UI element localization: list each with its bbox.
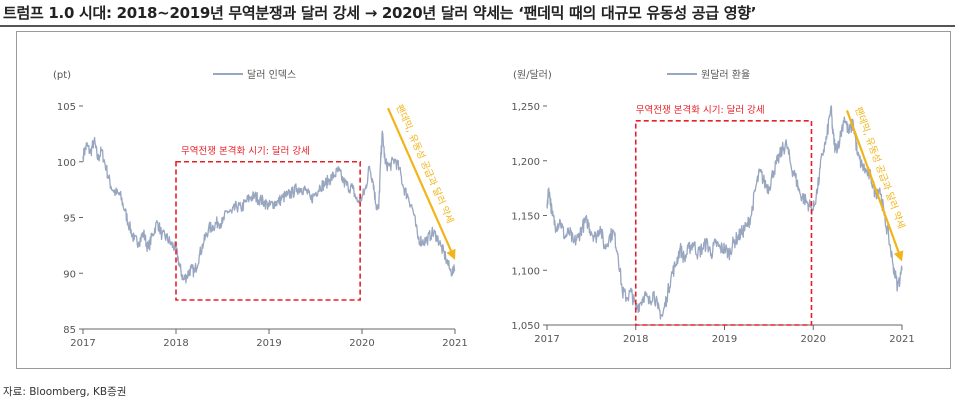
- x-tick-label: 2019: [712, 334, 737, 345]
- chart-frame: (pt) 달러 인덱스 85 90 95 100 105 2017 2018 2019 2020 20…: [16, 31, 951, 369]
- trade-war-label: 무역전쟁 본격화 시기: 달러 강세: [636, 104, 765, 116]
- y-unit-label: (pt): [53, 70, 71, 81]
- x-tick-label: 2018: [163, 338, 188, 349]
- y-tick-label: 1,050: [511, 321, 540, 332]
- pandemic-arrowhead: [446, 248, 456, 260]
- pandemic-arrowhead: [893, 250, 904, 262]
- y-unit-label: (원/달러): [513, 69, 552, 81]
- x-tick-label: 2019: [256, 338, 281, 349]
- charts-svg: (pt) 달러 인덱스 85 90 95 100 105 2017 2018 2019 2020 20…: [53, 69, 915, 349]
- x-tick-label: 2021: [889, 334, 914, 345]
- chart-panel-1: (pt) 달러 인덱스 85 90 95 100 105 2017 2018 2019 2020 20…: [53, 69, 468, 349]
- y-tick-label: 90: [63, 269, 76, 280]
- legend-label: 원달러 환율: [701, 69, 750, 81]
- x-tick-label: 2020: [801, 334, 826, 345]
- pandemic-arrow-label: 팬데믹, 유동성 공급과 달러 약세: [393, 103, 456, 226]
- y-tick-label: 1,200: [511, 157, 540, 168]
- x-tick-label: 2020: [349, 338, 374, 349]
- series-line-dollar-index: [82, 130, 456, 284]
- y-tick-label: 105: [57, 102, 76, 113]
- y-tick-label: 1,250: [511, 102, 540, 113]
- x-tick-label: 2017: [534, 334, 559, 345]
- page-title: 트럼프 1.0 시대: 2018~2019년 무역분쟁과 달러 강세 → 202…: [3, 4, 757, 22]
- chart-panel-2: (원/달러) 원달러 환율 1,050 1,100 1,150 1,200 1,250 201…: [511, 69, 914, 345]
- y-tick-label: 85: [63, 325, 76, 336]
- source-note: 자료: Bloomberg, KB증권: [3, 386, 127, 398]
- trade-war-box: [634, 119, 813, 326]
- y-tick-label: 1,150: [511, 212, 540, 223]
- y-tick-label: 95: [63, 214, 76, 225]
- legend-label: 달러 인덱스: [247, 69, 296, 81]
- y-tick-label: 100: [57, 158, 76, 169]
- x-tick-label: 2021: [442, 338, 467, 349]
- title-divider: [0, 25, 955, 27]
- series-line-usdkrw: [546, 105, 903, 320]
- trade-war-label: 무역전쟁 본격화 시기: 달러 강세: [181, 145, 310, 157]
- x-tick-label: 2017: [70, 338, 95, 349]
- pandemic-arrow: [387, 107, 452, 252]
- x-tick-label: 2018: [623, 334, 648, 345]
- pandemic-arrow: [845, 110, 900, 253]
- trade-war-box: [175, 160, 361, 301]
- y-tick-label: 1,100: [511, 266, 540, 277]
